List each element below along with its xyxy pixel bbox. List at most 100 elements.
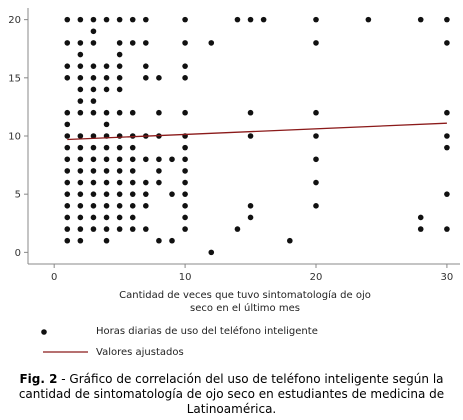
data-point <box>77 203 84 209</box>
data-point <box>182 168 188 174</box>
data-point <box>116 51 123 58</box>
data-point <box>129 144 136 151</box>
data-point <box>90 86 97 93</box>
data-point <box>116 109 123 116</box>
data-point <box>90 28 97 35</box>
data-point <box>116 156 123 163</box>
data-point <box>116 40 123 46</box>
data-point <box>64 63 71 69</box>
data-point <box>444 144 450 151</box>
data-point <box>417 16 424 23</box>
data-point <box>247 133 254 139</box>
data-point <box>116 179 123 186</box>
data-point <box>143 63 149 69</box>
data-point <box>169 191 175 197</box>
data-point <box>77 214 84 221</box>
data-point <box>90 226 97 232</box>
data-point <box>64 203 71 209</box>
data-point <box>90 109 97 116</box>
data-point <box>116 203 123 209</box>
data-point <box>313 109 319 116</box>
data-point <box>208 40 215 46</box>
data-point <box>182 214 188 221</box>
data-point <box>129 191 136 197</box>
data-point <box>156 156 162 163</box>
data-point <box>182 75 188 81</box>
caption-label: Fig. 2 <box>19 372 58 386</box>
data-point <box>156 237 162 244</box>
legend-marker-points <box>41 329 47 335</box>
figure-caption: Fig. 2 - Gráfico de correlación del uso … <box>6 372 457 417</box>
data-point <box>103 191 110 197</box>
data-point <box>64 214 71 221</box>
data-point <box>64 40 71 46</box>
data-point <box>313 16 319 23</box>
data-point <box>64 226 71 232</box>
x-tick-label: 0 <box>51 272 57 283</box>
data-point <box>143 191 149 197</box>
data-point <box>77 156 84 163</box>
data-point <box>444 16 450 23</box>
scatter-chart: 0 5 10 15 20 0 10 20 30 Cantidad de veces que t… <box>8 8 460 358</box>
data-point <box>247 203 254 209</box>
data-point <box>77 16 84 23</box>
data-point <box>90 63 97 69</box>
data-point <box>116 226 123 232</box>
x-tick-label: 30 <box>441 272 454 283</box>
x-tick-label: 10 <box>179 272 192 283</box>
legend-label-fit-line: Valores ajustados <box>96 347 184 358</box>
data-point <box>103 168 110 174</box>
x-tick-label: 20 <box>310 272 323 283</box>
data-point <box>156 168 162 174</box>
data-point <box>103 214 110 221</box>
data-point <box>77 40 84 46</box>
data-point <box>103 179 110 186</box>
data-point <box>64 179 71 186</box>
data-point <box>156 109 162 116</box>
data-point <box>90 179 97 186</box>
data-point <box>90 191 97 197</box>
data-point <box>143 156 149 163</box>
y-axis-ticks: 0 5 10 15 20 <box>8 15 28 259</box>
data-point <box>116 75 123 81</box>
data-point <box>77 51 84 58</box>
data-point <box>90 75 97 81</box>
data-point <box>64 109 71 116</box>
data-point <box>182 179 188 186</box>
data-point <box>77 168 84 174</box>
data-point <box>103 237 110 244</box>
data-point <box>77 237 84 244</box>
x-axis-label-line-1: Cantidad de veces que tuvo sintomatologí… <box>119 289 371 301</box>
data-point <box>444 133 450 139</box>
data-point <box>64 237 71 244</box>
data-point <box>365 16 372 23</box>
data-point <box>64 168 71 174</box>
data-point <box>116 16 123 23</box>
data-point <box>169 156 175 163</box>
data-point <box>90 203 97 209</box>
data-point <box>90 144 97 151</box>
data-point <box>444 40 450 46</box>
y-tick-label: 0 <box>15 248 21 259</box>
data-point <box>77 86 84 93</box>
data-point <box>90 214 97 221</box>
data-point <box>129 168 136 174</box>
legend-label-points: Horas diarias de uso del teléfono inteli… <box>96 325 318 337</box>
data-point <box>169 237 175 244</box>
data-point <box>103 109 110 116</box>
data-point <box>77 109 84 116</box>
data-point <box>77 63 84 69</box>
data-point <box>129 156 136 163</box>
data-point <box>182 16 188 23</box>
data-point <box>444 109 450 116</box>
x-axis-ticks: 0 10 20 30 <box>51 264 453 283</box>
data-point <box>182 191 188 197</box>
data-point <box>90 16 97 23</box>
data-point <box>77 98 84 104</box>
data-point <box>103 203 110 209</box>
data-point <box>313 133 319 139</box>
data-point <box>182 40 188 46</box>
data-point <box>77 75 84 81</box>
y-tick-label: 5 <box>15 190 21 201</box>
data-point <box>129 226 136 232</box>
